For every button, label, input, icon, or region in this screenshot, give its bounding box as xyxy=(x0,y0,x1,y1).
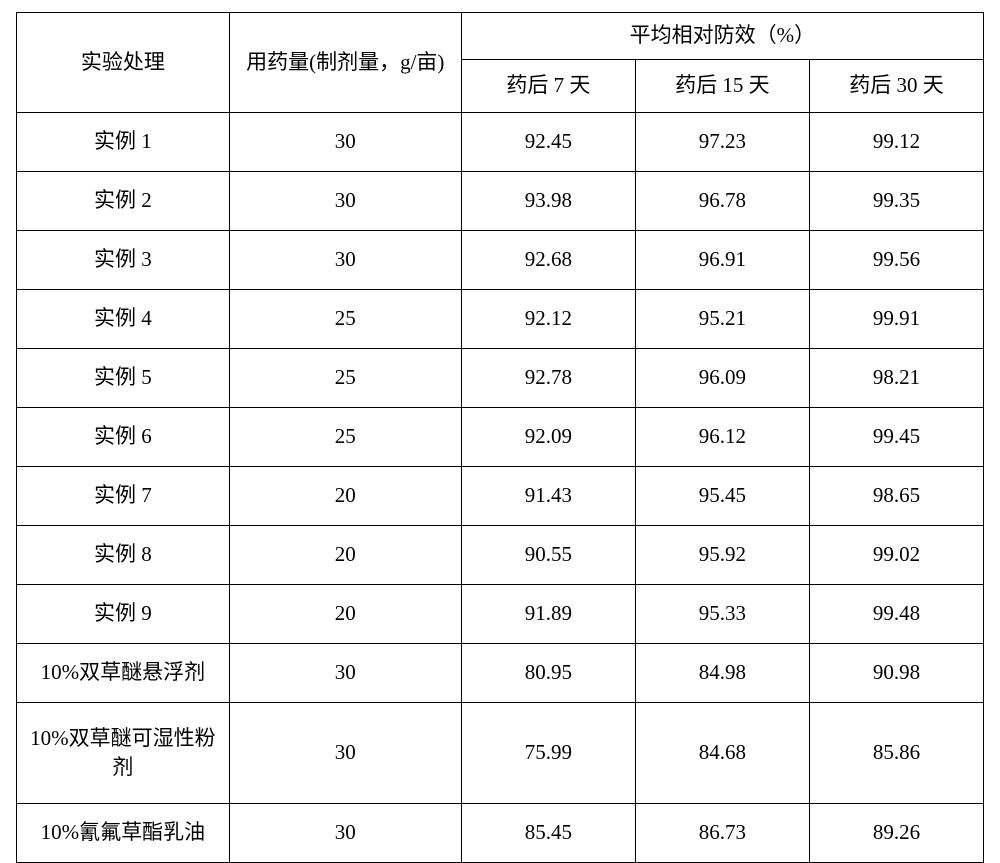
cell-day15: 86.73 xyxy=(635,804,809,863)
cell-treatment: 实例 6 xyxy=(17,408,230,467)
cell-treatment: 实例 7 xyxy=(17,467,230,526)
table-row: 10%双草醚悬浮剂3080.9584.9890.98 xyxy=(17,644,984,703)
cell-day7: 91.43 xyxy=(461,467,635,526)
cell-treatment: 10%氰氟草酯乳油 xyxy=(17,804,230,863)
table-header: 实验处理 用药量(制剂量，g/亩) 平均相对防效（%） 药后 7 天 药后 15… xyxy=(17,13,984,113)
cell-day7: 92.78 xyxy=(461,349,635,408)
cell-day7: 92.45 xyxy=(461,113,635,172)
cell-dosage: 30 xyxy=(229,113,461,172)
cell-day15: 96.78 xyxy=(635,172,809,231)
cell-treatment: 实例 1 xyxy=(17,113,230,172)
cell-day15: 97.23 xyxy=(635,113,809,172)
table-row: 10%氰氟草酯乳油3085.4586.7389.26 xyxy=(17,804,984,863)
cell-day15: 95.21 xyxy=(635,290,809,349)
cell-treatment: 实例 9 xyxy=(17,585,230,644)
cell-dosage: 20 xyxy=(229,585,461,644)
col-header-day15: 药后 15 天 xyxy=(635,60,809,113)
cell-dosage: 30 xyxy=(229,644,461,703)
col-header-efficacy-group: 平均相对防效（%） xyxy=(461,13,983,60)
cell-day7: 93.98 xyxy=(461,172,635,231)
cell-dosage: 20 xyxy=(229,467,461,526)
cell-day30: 99.91 xyxy=(809,290,983,349)
col-header-day7: 药后 7 天 xyxy=(461,60,635,113)
table-row: 实例 52592.7896.0998.21 xyxy=(17,349,984,408)
cell-dosage: 30 xyxy=(229,231,461,290)
table-row: 实例 23093.9896.7899.35 xyxy=(17,172,984,231)
table-row: 实例 13092.4597.2399.12 xyxy=(17,113,984,172)
cell-treatment: 实例 5 xyxy=(17,349,230,408)
cell-day30: 99.12 xyxy=(809,113,983,172)
cell-day30: 98.21 xyxy=(809,349,983,408)
table-row: 实例 62592.0996.1299.45 xyxy=(17,408,984,467)
table-row: 实例 82090.5595.9299.02 xyxy=(17,526,984,585)
cell-treatment: 实例 2 xyxy=(17,172,230,231)
cell-dosage: 25 xyxy=(229,408,461,467)
cell-day7: 92.12 xyxy=(461,290,635,349)
cell-day7: 91.89 xyxy=(461,585,635,644)
cell-day7: 85.45 xyxy=(461,804,635,863)
cell-dosage: 30 xyxy=(229,172,461,231)
cell-day15: 96.12 xyxy=(635,408,809,467)
cell-day30: 85.86 xyxy=(809,703,983,804)
cell-treatment: 实例 3 xyxy=(17,231,230,290)
cell-day30: 90.98 xyxy=(809,644,983,703)
col-header-treatment: 实验处理 xyxy=(17,13,230,113)
cell-day7: 75.99 xyxy=(461,703,635,804)
efficacy-table: 实验处理 用药量(制剂量，g/亩) 平均相对防效（%） 药后 7 天 药后 15… xyxy=(16,12,984,863)
cell-treatment: 10%双草醚悬浮剂 xyxy=(17,644,230,703)
table-row: 实例 92091.8995.3399.48 xyxy=(17,585,984,644)
cell-day15: 95.92 xyxy=(635,526,809,585)
cell-day7: 92.68 xyxy=(461,231,635,290)
cell-treatment: 10%双草醚可湿性粉剂 xyxy=(17,703,230,804)
cell-day15: 84.68 xyxy=(635,703,809,804)
cell-day15: 84.98 xyxy=(635,644,809,703)
cell-day7: 90.55 xyxy=(461,526,635,585)
table-row: 实例 33092.6896.9199.56 xyxy=(17,231,984,290)
cell-day15: 96.09 xyxy=(635,349,809,408)
table-row: 10%双草醚可湿性粉剂3075.9984.6885.86 xyxy=(17,703,984,804)
cell-day30: 99.35 xyxy=(809,172,983,231)
cell-day30: 99.45 xyxy=(809,408,983,467)
cell-day7: 92.09 xyxy=(461,408,635,467)
cell-day30: 89.26 xyxy=(809,804,983,863)
cell-day30: 99.48 xyxy=(809,585,983,644)
cell-dosage: 30 xyxy=(229,703,461,804)
table-body: 实例 13092.4597.2399.12实例 23093.9896.7899.… xyxy=(17,113,984,863)
cell-dosage: 25 xyxy=(229,290,461,349)
cell-dosage: 25 xyxy=(229,349,461,408)
cell-treatment: 实例 8 xyxy=(17,526,230,585)
cell-dosage: 20 xyxy=(229,526,461,585)
cell-day30: 99.56 xyxy=(809,231,983,290)
cell-treatment: 实例 4 xyxy=(17,290,230,349)
cell-dosage: 30 xyxy=(229,804,461,863)
cell-day30: 98.65 xyxy=(809,467,983,526)
table-row: 实例 42592.1295.2199.91 xyxy=(17,290,984,349)
cell-day30: 99.02 xyxy=(809,526,983,585)
col-header-dosage: 用药量(制剂量，g/亩) xyxy=(229,13,461,113)
cell-day15: 95.45 xyxy=(635,467,809,526)
cell-day7: 80.95 xyxy=(461,644,635,703)
col-header-day30: 药后 30 天 xyxy=(809,60,983,113)
cell-day15: 95.33 xyxy=(635,585,809,644)
cell-day15: 96.91 xyxy=(635,231,809,290)
table-row: 实例 72091.4395.4598.65 xyxy=(17,467,984,526)
